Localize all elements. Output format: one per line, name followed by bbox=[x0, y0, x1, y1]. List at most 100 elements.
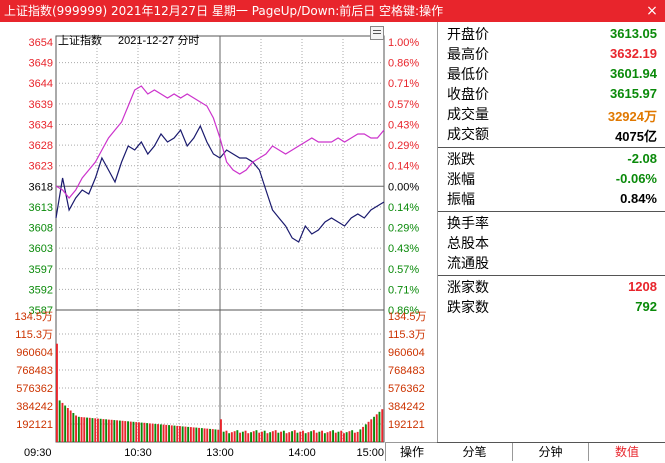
row-up-count: 涨家数 1208 bbox=[447, 279, 657, 296]
volume-bar bbox=[293, 430, 296, 442]
price-tick: 3623 bbox=[29, 161, 53, 173]
operate-button[interactable]: 操作 bbox=[385, 442, 438, 461]
volume-bar bbox=[86, 417, 88, 442]
row-float-shares: 流通股 bbox=[447, 256, 489, 272]
change-pct-value: -0.06% bbox=[615, 171, 657, 186]
volume-bar bbox=[107, 419, 110, 442]
volume-bar bbox=[373, 416, 375, 442]
volume-bar bbox=[99, 418, 102, 442]
volume-bar bbox=[189, 427, 192, 442]
volume-bar bbox=[217, 429, 220, 442]
volume-bar bbox=[157, 424, 159, 442]
amount-value: 4075亿 bbox=[615, 129, 657, 144]
price-tick: 3603 bbox=[29, 243, 53, 255]
volume-bar bbox=[58, 400, 61, 442]
volume-bar bbox=[143, 422, 146, 442]
volume-bar bbox=[203, 428, 206, 442]
volume-bar bbox=[220, 419, 222, 442]
volume-bar bbox=[329, 431, 332, 442]
quote-panel: 开盘价 3613.05 最高价 3632.19 最低价 3601.94 收盘价 3615… bbox=[437, 22, 665, 442]
time-label: 14:00 bbox=[288, 447, 316, 459]
time-label: 09:30 bbox=[24, 447, 52, 459]
price-tick: 3634 bbox=[29, 119, 53, 131]
volume-bar bbox=[337, 431, 340, 442]
volume-tick: 115.3万 bbox=[15, 329, 53, 341]
pct-tick: 0.43% bbox=[388, 119, 419, 131]
row-volume: 成交量 32924万 bbox=[447, 107, 657, 124]
volume-bar bbox=[255, 430, 258, 442]
volume-bar bbox=[378, 411, 381, 442]
price-tick: 3592 bbox=[29, 284, 53, 296]
pct-tick: 0.43% bbox=[388, 243, 419, 255]
volume-bar bbox=[195, 427, 198, 442]
pct-tick: 0.86% bbox=[388, 305, 419, 317]
price-tick: 3597 bbox=[29, 264, 53, 276]
volume-bar bbox=[359, 429, 362, 442]
pct-tick: 0.86% bbox=[388, 58, 419, 70]
volume-bar bbox=[184, 426, 187, 442]
volume-tick: 384242 bbox=[16, 401, 53, 413]
volume-bar bbox=[148, 423, 151, 442]
time-label: 15:00 bbox=[356, 447, 384, 459]
volume-bar bbox=[83, 417, 86, 442]
volume-bar bbox=[307, 432, 310, 442]
volume-bar bbox=[239, 432, 241, 442]
volume-bar bbox=[129, 421, 132, 442]
volume-bar bbox=[146, 423, 149, 442]
time-label: 10:30 bbox=[124, 447, 152, 459]
volume-bar bbox=[165, 424, 168, 442]
volume-bar bbox=[206, 428, 209, 442]
time-label: 13:00 bbox=[206, 447, 234, 459]
tab-values[interactable]: 数值 bbox=[614, 445, 639, 459]
title-bar: 上证指数(999999) 2021年12月27日 星期一 PageUp/Down… bbox=[0, 0, 665, 22]
volume-bar bbox=[310, 431, 313, 442]
pct-tick: 0.14% bbox=[388, 161, 419, 173]
pct-tick: 0.14% bbox=[388, 202, 419, 214]
volume-tick: 384242 bbox=[388, 401, 425, 413]
volume-bar bbox=[321, 430, 323, 442]
volume-bar bbox=[266, 433, 269, 442]
volume-value: 32924万 bbox=[607, 109, 657, 124]
volume-bar bbox=[140, 422, 143, 442]
tab-minutes[interactable]: 分钟 bbox=[513, 443, 589, 461]
pct-tick: 0.71% bbox=[388, 284, 419, 296]
volume-bar bbox=[280, 431, 282, 442]
volume-bar bbox=[247, 433, 250, 442]
price-tick: 3639 bbox=[29, 99, 53, 111]
volume-bar bbox=[159, 424, 162, 442]
row-turnover: 换手率 bbox=[447, 216, 489, 232]
close-icon[interactable]: × bbox=[646, 3, 658, 19]
pct-tick: 0.57% bbox=[388, 264, 419, 276]
chart-settings-icon[interactable] bbox=[370, 26, 384, 40]
down-count-value: 792 bbox=[635, 299, 657, 314]
volume-bar bbox=[72, 413, 75, 442]
price-tick: 3618 bbox=[29, 181, 53, 193]
tab-ticks[interactable]: 分笔 bbox=[437, 443, 513, 461]
volume-bar bbox=[269, 432, 272, 442]
volume-bar bbox=[110, 419, 113, 442]
pct-tick: 0.71% bbox=[388, 78, 419, 90]
chart-svg[interactable]: 上证指数 2021-12-27 分时 3654 1.00% 3649 0.86% 3644 0… bbox=[0, 22, 437, 460]
pct-tick: 1.00% bbox=[388, 37, 419, 49]
volume-bar bbox=[64, 405, 67, 442]
row-amount: 成交额 4075亿 bbox=[447, 127, 657, 144]
price-line bbox=[55, 124, 385, 243]
amplitude-value: 0.84% bbox=[620, 191, 657, 206]
volume-bar bbox=[66, 408, 69, 442]
volume-bar bbox=[154, 423, 157, 442]
volume-bar bbox=[113, 420, 116, 442]
volume-bar bbox=[381, 409, 384, 442]
volume-tick: 960604 bbox=[388, 347, 425, 359]
volume-bar bbox=[127, 421, 129, 442]
volume-bar bbox=[296, 432, 299, 442]
price-tick: 3587 bbox=[29, 305, 53, 317]
up-count-value: 1208 bbox=[628, 279, 657, 294]
volume-bar bbox=[225, 430, 228, 442]
volume-bar bbox=[312, 430, 315, 442]
volume-bar bbox=[304, 433, 307, 442]
intraday-chart[interactable]: 上证指数 2021-12-27 分时 3654 1.00% 3649 0.86% 3644 0… bbox=[0, 22, 437, 460]
volume-bar bbox=[241, 431, 244, 442]
volume-bar bbox=[187, 426, 190, 442]
volume-tick: 115.3万 bbox=[388, 329, 426, 341]
volume-bar bbox=[214, 429, 217, 442]
